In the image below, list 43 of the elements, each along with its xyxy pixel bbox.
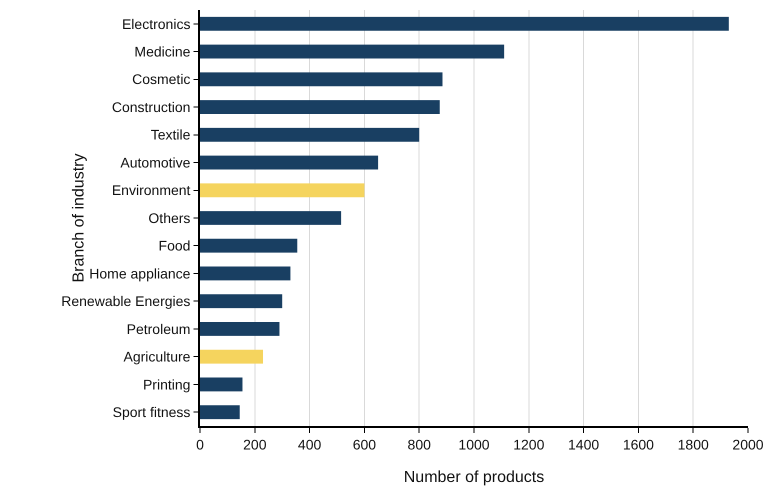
x-tick-label: 800 — [408, 436, 432, 453]
y-tick-label: Medicine — [134, 44, 191, 60]
x-tick-label: 1400 — [568, 436, 600, 453]
bar — [200, 128, 420, 142]
y-tick-label: Automotive — [120, 154, 191, 170]
bar — [200, 377, 242, 392]
bar — [200, 405, 240, 420]
bar — [200, 183, 364, 198]
y-tick-label: Home appliance — [89, 265, 191, 282]
bar — [200, 322, 280, 336]
y-tick-label: Construction — [112, 98, 190, 115]
y-axis-title: Branch of industry — [70, 154, 88, 282]
x-tick-label: 0 — [196, 436, 204, 453]
bar — [200, 72, 442, 86]
y-tick-label: Renewable Energies — [61, 293, 190, 310]
x-tick-label: 1800 — [678, 436, 709, 453]
bar — [200, 238, 298, 253]
bar — [200, 44, 504, 59]
y-tick-label: Electronics — [122, 16, 190, 32]
bar — [200, 156, 378, 170]
y-tick-label: Textile — [150, 126, 191, 143]
y-tick-label: Environment — [112, 182, 191, 198]
bar — [200, 266, 290, 280]
bar — [200, 211, 342, 225]
bar — [200, 350, 264, 364]
x-tick-label: 1200 — [513, 436, 545, 453]
y-tick-label: Cosmetic — [132, 71, 190, 88]
y-tick-label: Food — [158, 238, 190, 254]
x-axis-title: Number of products — [404, 469, 544, 486]
x-tick-label: 1600 — [622, 436, 654, 453]
y-tick-label: Agriculture — [124, 348, 191, 365]
y-tick-label: Others — [148, 210, 190, 226]
y-tick-label: Printing — [142, 376, 190, 392]
bar — [200, 294, 282, 308]
y-tick-label: Sport fitness — [112, 404, 190, 420]
x-tick-label: 400 — [298, 436, 322, 453]
x-tick-label: 1000 — [458, 436, 490, 453]
x-tick-label: 2000 — [732, 436, 764, 453]
y-tick-label: Petroleum — [126, 320, 190, 337]
bar — [200, 16, 729, 31]
bar — [200, 100, 440, 114]
x-tick-label: 200 — [243, 436, 267, 453]
x-tick-label: 600 — [352, 436, 376, 453]
